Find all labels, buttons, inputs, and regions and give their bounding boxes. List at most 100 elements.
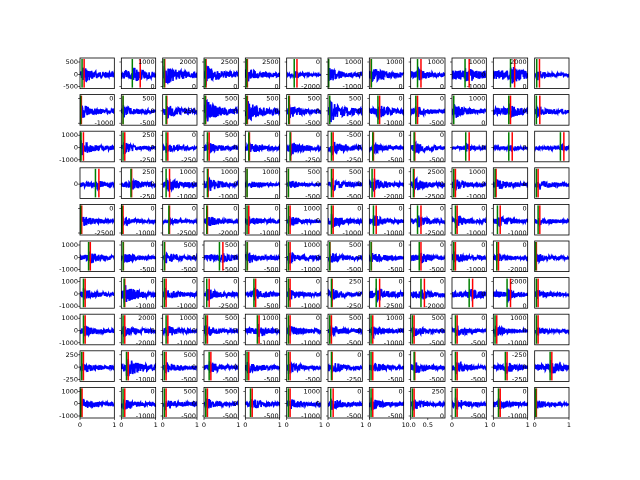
signal-line: [121, 325, 156, 337]
signal-line: [493, 179, 528, 190]
axes-frame: [120, 386, 157, 419]
y-tick-label: -500: [223, 412, 238, 420]
y-tick-label: 0: [357, 204, 361, 212]
signal-line: [369, 141, 404, 155]
axes-frame: [162, 57, 198, 90]
signal-line: [410, 399, 445, 411]
axes-frame: [286, 277, 322, 309]
y-tick-label: 1000: [61, 387, 78, 395]
axes-frame: [244, 203, 281, 236]
y-tick-label: -250: [512, 351, 527, 359]
subplot: [534, 240, 570, 273]
y-tick-label: 0: [481, 119, 485, 127]
y-tick-label: 0: [192, 327, 196, 335]
signal-line: [369, 287, 404, 303]
y-tick-label: -250: [140, 192, 155, 200]
axes-frame: [162, 240, 198, 273]
axes-frame: [492, 350, 529, 382]
y-tick-label: 0: [523, 387, 527, 395]
y-tick-label: -500: [264, 375, 279, 383]
subplot: 1000 0 -1000: [160, 313, 198, 347]
y-tick-label: -1000: [342, 229, 361, 237]
x-tick-label: 0: [119, 421, 123, 429]
subplot: 0 -2500: [202, 277, 239, 310]
y-tick-label: 1000: [469, 168, 486, 176]
axes-frame: [368, 313, 405, 346]
axes-frame: [534, 130, 570, 163]
y-tick-label: 500: [184, 351, 196, 359]
y-tick-label: 0: [523, 302, 527, 310]
y-tick-label: 0: [357, 387, 361, 395]
axes-frame: [162, 94, 198, 126]
y-tick-label: 0: [357, 253, 361, 261]
subplot: 0 -1000: [284, 277, 322, 310]
signal-line: [80, 251, 115, 264]
axes-frame: [244, 313, 281, 346]
signal-line: [121, 141, 156, 155]
subplot: 1000 0 -1000: [284, 240, 322, 274]
signal-line: [493, 214, 528, 227]
y-tick-label: -500: [264, 156, 279, 164]
axes-frame: [368, 130, 405, 163]
y-tick-label: -1000: [59, 302, 78, 310]
y-tick-label: 1000: [386, 58, 403, 66]
y-tick-label: 1000: [427, 58, 444, 66]
signal-line: [286, 104, 321, 119]
y-tick-label: 0: [481, 180, 485, 188]
signal-line: [534, 253, 570, 265]
axes-frame: [327, 277, 363, 309]
y-tick-label: 500: [308, 95, 320, 103]
axes-frame: [451, 240, 487, 273]
x-tick-label: 1: [278, 421, 282, 429]
axes-frame: [327, 167, 363, 199]
y-tick-label: 0: [440, 180, 444, 188]
signal-line: [369, 214, 404, 226]
y-tick-label: -500: [347, 119, 362, 127]
subplot: [534, 130, 570, 163]
y-tick-label: -1000: [342, 83, 361, 91]
subplot: 0: [450, 277, 487, 309]
subplot: 0 -500: [408, 94, 446, 127]
signal-line: [328, 67, 363, 82]
y-tick-label: -500: [471, 375, 486, 383]
y-tick-label: 1000: [345, 58, 362, 66]
subplot: -500 0 -250: [326, 130, 363, 164]
y-tick-label: -500: [347, 131, 362, 139]
axes-frame: [244, 386, 281, 419]
y-tick-label: 2500: [262, 58, 279, 66]
signal-line: [369, 397, 404, 411]
y-tick-label: 2000: [179, 58, 196, 66]
x-tick-label: 0.0: [405, 421, 415, 429]
axes-frame: [79, 57, 115, 90]
y-tick-label: 0: [523, 241, 527, 249]
axes-frame: [203, 277, 239, 309]
x-tick-label: 1: [360, 421, 364, 429]
axes-frame: [286, 313, 322, 346]
axes-frame: [162, 386, 198, 419]
subplot: 0 -500: [450, 350, 487, 383]
y-tick-label: 500: [142, 95, 154, 103]
y-tick-label: -500: [264, 412, 279, 420]
y-tick-label: 0: [481, 70, 485, 78]
subplot: 0 -1000: [450, 240, 487, 274]
y-tick-label: 0: [151, 241, 155, 249]
axes-frame: [120, 167, 157, 199]
subplot: 0 -2500: [367, 277, 405, 310]
signal-line: [162, 105, 198, 119]
axes-frame: [410, 167, 446, 199]
signal-line: [369, 326, 404, 340]
x-tick-label: 1: [154, 421, 158, 429]
signal-line: [328, 288, 363, 301]
y-tick-label: -500: [264, 119, 279, 127]
subplot: 0: [450, 130, 487, 163]
signal-line: [328, 252, 363, 263]
x-tick-label: 0.5: [423, 421, 433, 429]
subplot: 0 -1000: [367, 94, 405, 127]
y-tick-label: -1000: [466, 192, 485, 200]
subplot: 0 -2500: [160, 203, 198, 237]
y-tick-label: 1000: [303, 387, 320, 395]
axes-frame: [534, 240, 570, 273]
subplot: [534, 277, 570, 309]
axes-frame: [451, 57, 487, 90]
subplot: 0 -2000: [202, 203, 239, 237]
